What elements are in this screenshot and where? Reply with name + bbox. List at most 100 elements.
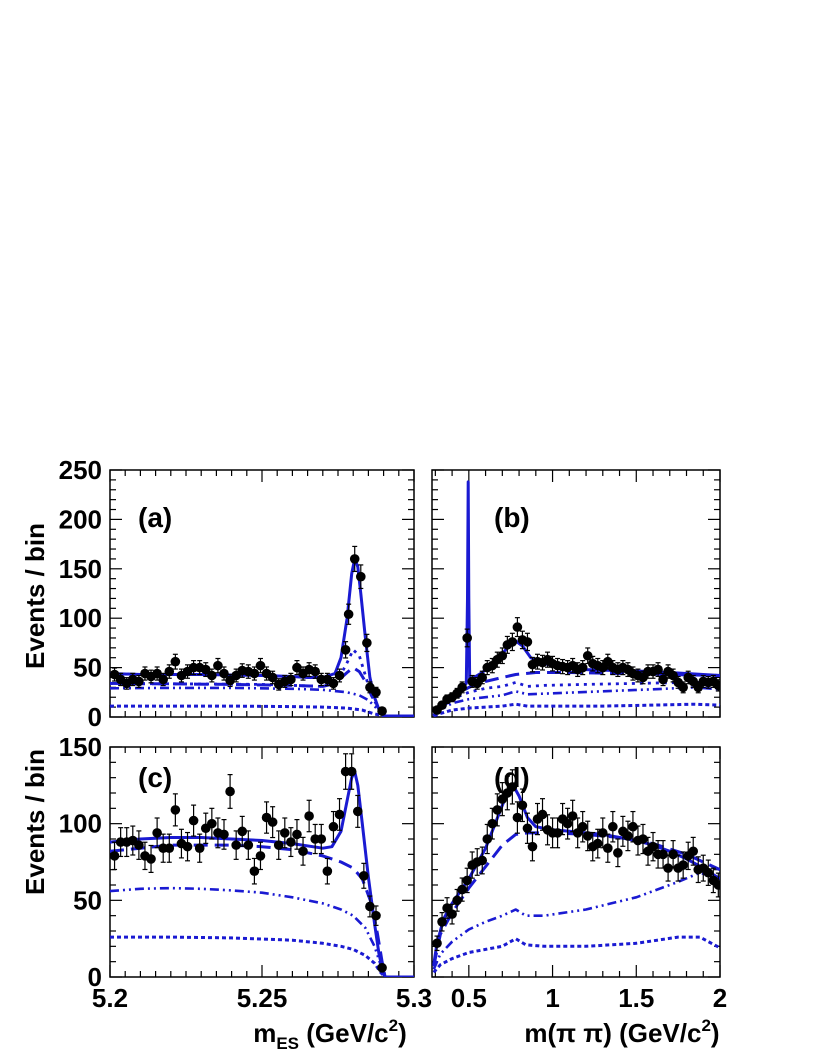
y-tick-label-c: 150	[59, 732, 102, 762]
data-point	[158, 674, 168, 685]
data-point	[340, 645, 351, 655]
y-axis-title-top: Events / bin	[20, 523, 50, 669]
data-point	[512, 812, 523, 823]
data-point	[146, 854, 156, 864]
data-point	[316, 834, 327, 844]
data-point	[349, 554, 360, 564]
data-point	[623, 831, 633, 841]
data-point	[200, 664, 211, 675]
data-point	[592, 838, 603, 849]
data-point	[280, 828, 290, 838]
data-point	[255, 660, 266, 671]
panel-label-c: (c)	[138, 762, 172, 793]
data-point	[492, 805, 503, 815]
data-point	[286, 837, 296, 847]
fit-curve-densedot	[432, 935, 720, 974]
data-point	[292, 662, 302, 673]
data-point	[582, 831, 593, 841]
data-point	[482, 834, 493, 844]
data-point	[231, 840, 241, 850]
data-point	[249, 866, 260, 876]
y-tick-label-c: 50	[73, 885, 102, 915]
data-point	[298, 846, 308, 857]
data-point	[462, 875, 472, 886]
data-point	[437, 917, 447, 927]
data-point	[452, 895, 462, 906]
plot-area-b	[432, 480, 720, 717]
data-point	[225, 786, 235, 797]
data-point	[352, 806, 363, 817]
panel-d: 0.5 1 1.5 2(d)	[431, 746, 727, 1013]
panel-c: 0 50 100 150 5.2 5.25 5.3 (c)	[59, 732, 432, 1013]
data-point	[249, 668, 260, 679]
data-point	[292, 829, 302, 840]
data-point	[497, 650, 508, 661]
x-axis-title-left: mES (GeV/c2)	[253, 1016, 407, 1053]
data-point	[663, 863, 673, 873]
data-point	[552, 828, 563, 838]
panel-label-a: (a)	[138, 502, 172, 533]
data-point	[713, 880, 720, 890]
data-point	[343, 609, 354, 620]
fit-curve-densedot	[110, 935, 414, 977]
data-point	[219, 829, 229, 840]
data-point	[304, 811, 314, 821]
data-point	[346, 766, 357, 777]
data-point	[457, 682, 467, 693]
data-point	[507, 637, 518, 647]
data-point	[207, 670, 217, 681]
data-point	[562, 818, 573, 829]
data-point	[577, 821, 588, 832]
data-point	[648, 841, 658, 852]
panel-b: (b)	[431, 469, 721, 718]
data-point	[170, 656, 181, 667]
data-point	[267, 817, 278, 827]
data-point	[447, 909, 457, 919]
data-point	[237, 826, 248, 837]
data-point	[678, 860, 688, 870]
fit-curve-dashdot	[432, 871, 720, 970]
data-point	[164, 666, 175, 677]
data-point	[356, 571, 366, 582]
data-point	[462, 633, 472, 643]
data-point	[507, 782, 518, 792]
data-point	[365, 901, 375, 912]
plot-frame-d	[431, 746, 721, 978]
x-tick-label-d: 1	[545, 983, 559, 1013]
data-point	[377, 706, 387, 716]
fit-curve-dashdot	[110, 886, 414, 977]
data-point	[377, 963, 387, 973]
data-point	[164, 843, 175, 853]
data-point	[527, 841, 538, 852]
data-point	[182, 841, 193, 852]
data-point	[477, 672, 488, 683]
data-point	[613, 848, 623, 858]
data-point	[582, 650, 593, 661]
data-point	[688, 846, 699, 857]
y-tick-label-c: 0	[88, 962, 102, 992]
data-point	[653, 664, 663, 675]
data-point	[134, 676, 144, 687]
fit-curve-dashdot	[432, 686, 720, 717]
data-point	[371, 910, 381, 921]
x-title-left-tail: (GeV/c	[299, 1018, 389, 1048]
x-tick-label-c: 5.2	[92, 983, 128, 1013]
x-title-right-sup: 2	[701, 1016, 710, 1035]
data-point	[267, 672, 278, 683]
x-tick-label-d: 0.5	[451, 983, 487, 1013]
data-point	[477, 855, 488, 866]
panel-label-b: (b)	[494, 502, 530, 533]
fit-curve-densedot	[433, 702, 720, 717]
plot-area-d	[432, 769, 720, 974]
data-point	[219, 668, 229, 679]
data-point	[638, 834, 648, 844]
data-point	[243, 840, 254, 850]
data-point	[597, 828, 608, 838]
y-tick-label-a: 0	[88, 702, 102, 732]
data-point	[194, 843, 205, 853]
data-point	[328, 678, 339, 689]
x-title-left-sup: 2	[389, 1016, 398, 1035]
data-point	[537, 809, 548, 820]
data-point	[286, 674, 296, 685]
